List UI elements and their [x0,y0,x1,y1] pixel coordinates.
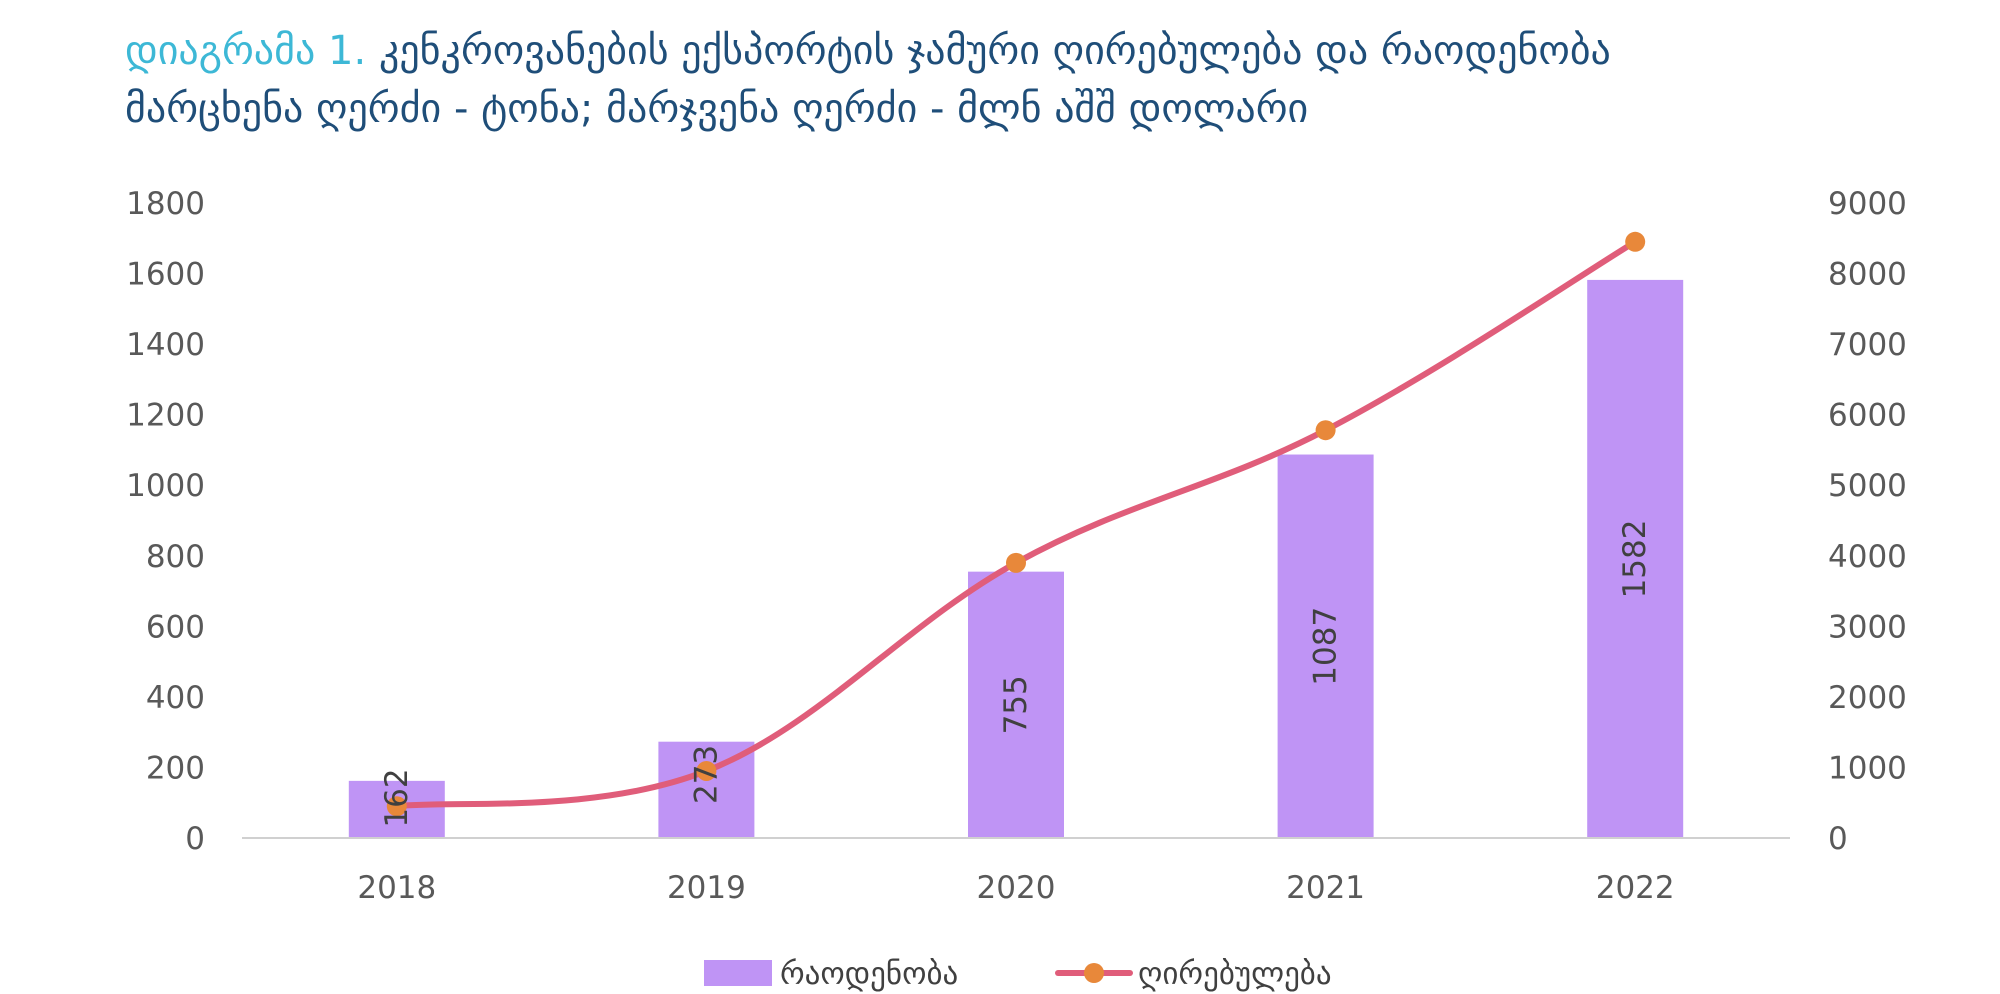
bar-data-label: 755 [998,675,1034,734]
legend-swatch-bar [704,960,772,986]
y-right-tick-label: 4000 [1828,539,1907,575]
y-left-tick-label: 600 [146,609,205,645]
bar [1587,279,1684,839]
chart-title: დიაგრამა 1. კენკროვანების ექსპორტის ჯამუ… [125,22,1965,80]
y-left-tick-label: 0 [185,821,205,857]
y-left-tick-label: 400 [146,680,205,716]
y-right-tick-label: 9000 [1828,186,1907,222]
line-marker [1006,552,1026,573]
y-left-tick-label: 1800 [126,186,205,222]
x-tick-label: 2021 [1286,870,1365,906]
x-tick-label: 2018 [357,870,436,906]
line-marker [1625,231,1646,252]
y-left-tick-label: 1600 [126,257,205,293]
bar-data-label: 1087 [1308,607,1344,686]
legend-label-bar: რაოდენობა [780,956,958,992]
y-left-tick-label: 800 [146,539,205,575]
y-right-tick-label: 5000 [1828,468,1907,504]
legend-label-line: ღირებულება [1138,956,1332,992]
y-left-tick-label: 1200 [126,398,205,434]
y-right-tick-label: 2000 [1828,680,1907,716]
y-left-tick-label: 1400 [126,327,205,363]
y-right-tick-label: 0 [1828,821,1848,857]
x-tick-label: 2022 [1596,870,1675,906]
x-tick-label: 2020 [977,870,1056,906]
chart-subtitle: მარცხენა ღერძი - ტონა; მარჯვენა ღერძი - … [125,86,1309,132]
y-right-tick-label: 8000 [1828,257,1907,293]
chart-title-prefix: დიაგრამა 1. [125,28,367,74]
chart-title-block: დიაგრამა 1. კენკროვანების ექსპორტის ჯამუ… [125,22,1965,138]
chart-title-main: კენკროვანების ექსპორტის ჯამური ღირებულებ… [378,28,1611,74]
bar-data-label: 162 [379,768,415,827]
y-right-tick-label: 7000 [1828,327,1907,363]
y-right-tick-label: 1000 [1828,750,1907,786]
y-right-tick-label: 6000 [1828,398,1907,434]
bar [968,571,1064,838]
y-left-tick-label: 200 [146,750,205,786]
y-right-tick-label: 3000 [1828,609,1907,645]
line-marker [1315,420,1336,441]
bar-data-label: 1582 [1617,519,1653,598]
bar-data-label: 273 [688,745,724,804]
bar [1277,454,1374,838]
line-marker [386,796,407,817]
line-marker [696,760,717,781]
y-left-tick-label: 1000 [126,468,205,504]
legend-swatch-marker [1084,963,1104,983]
x-tick-label: 2019 [667,870,746,906]
